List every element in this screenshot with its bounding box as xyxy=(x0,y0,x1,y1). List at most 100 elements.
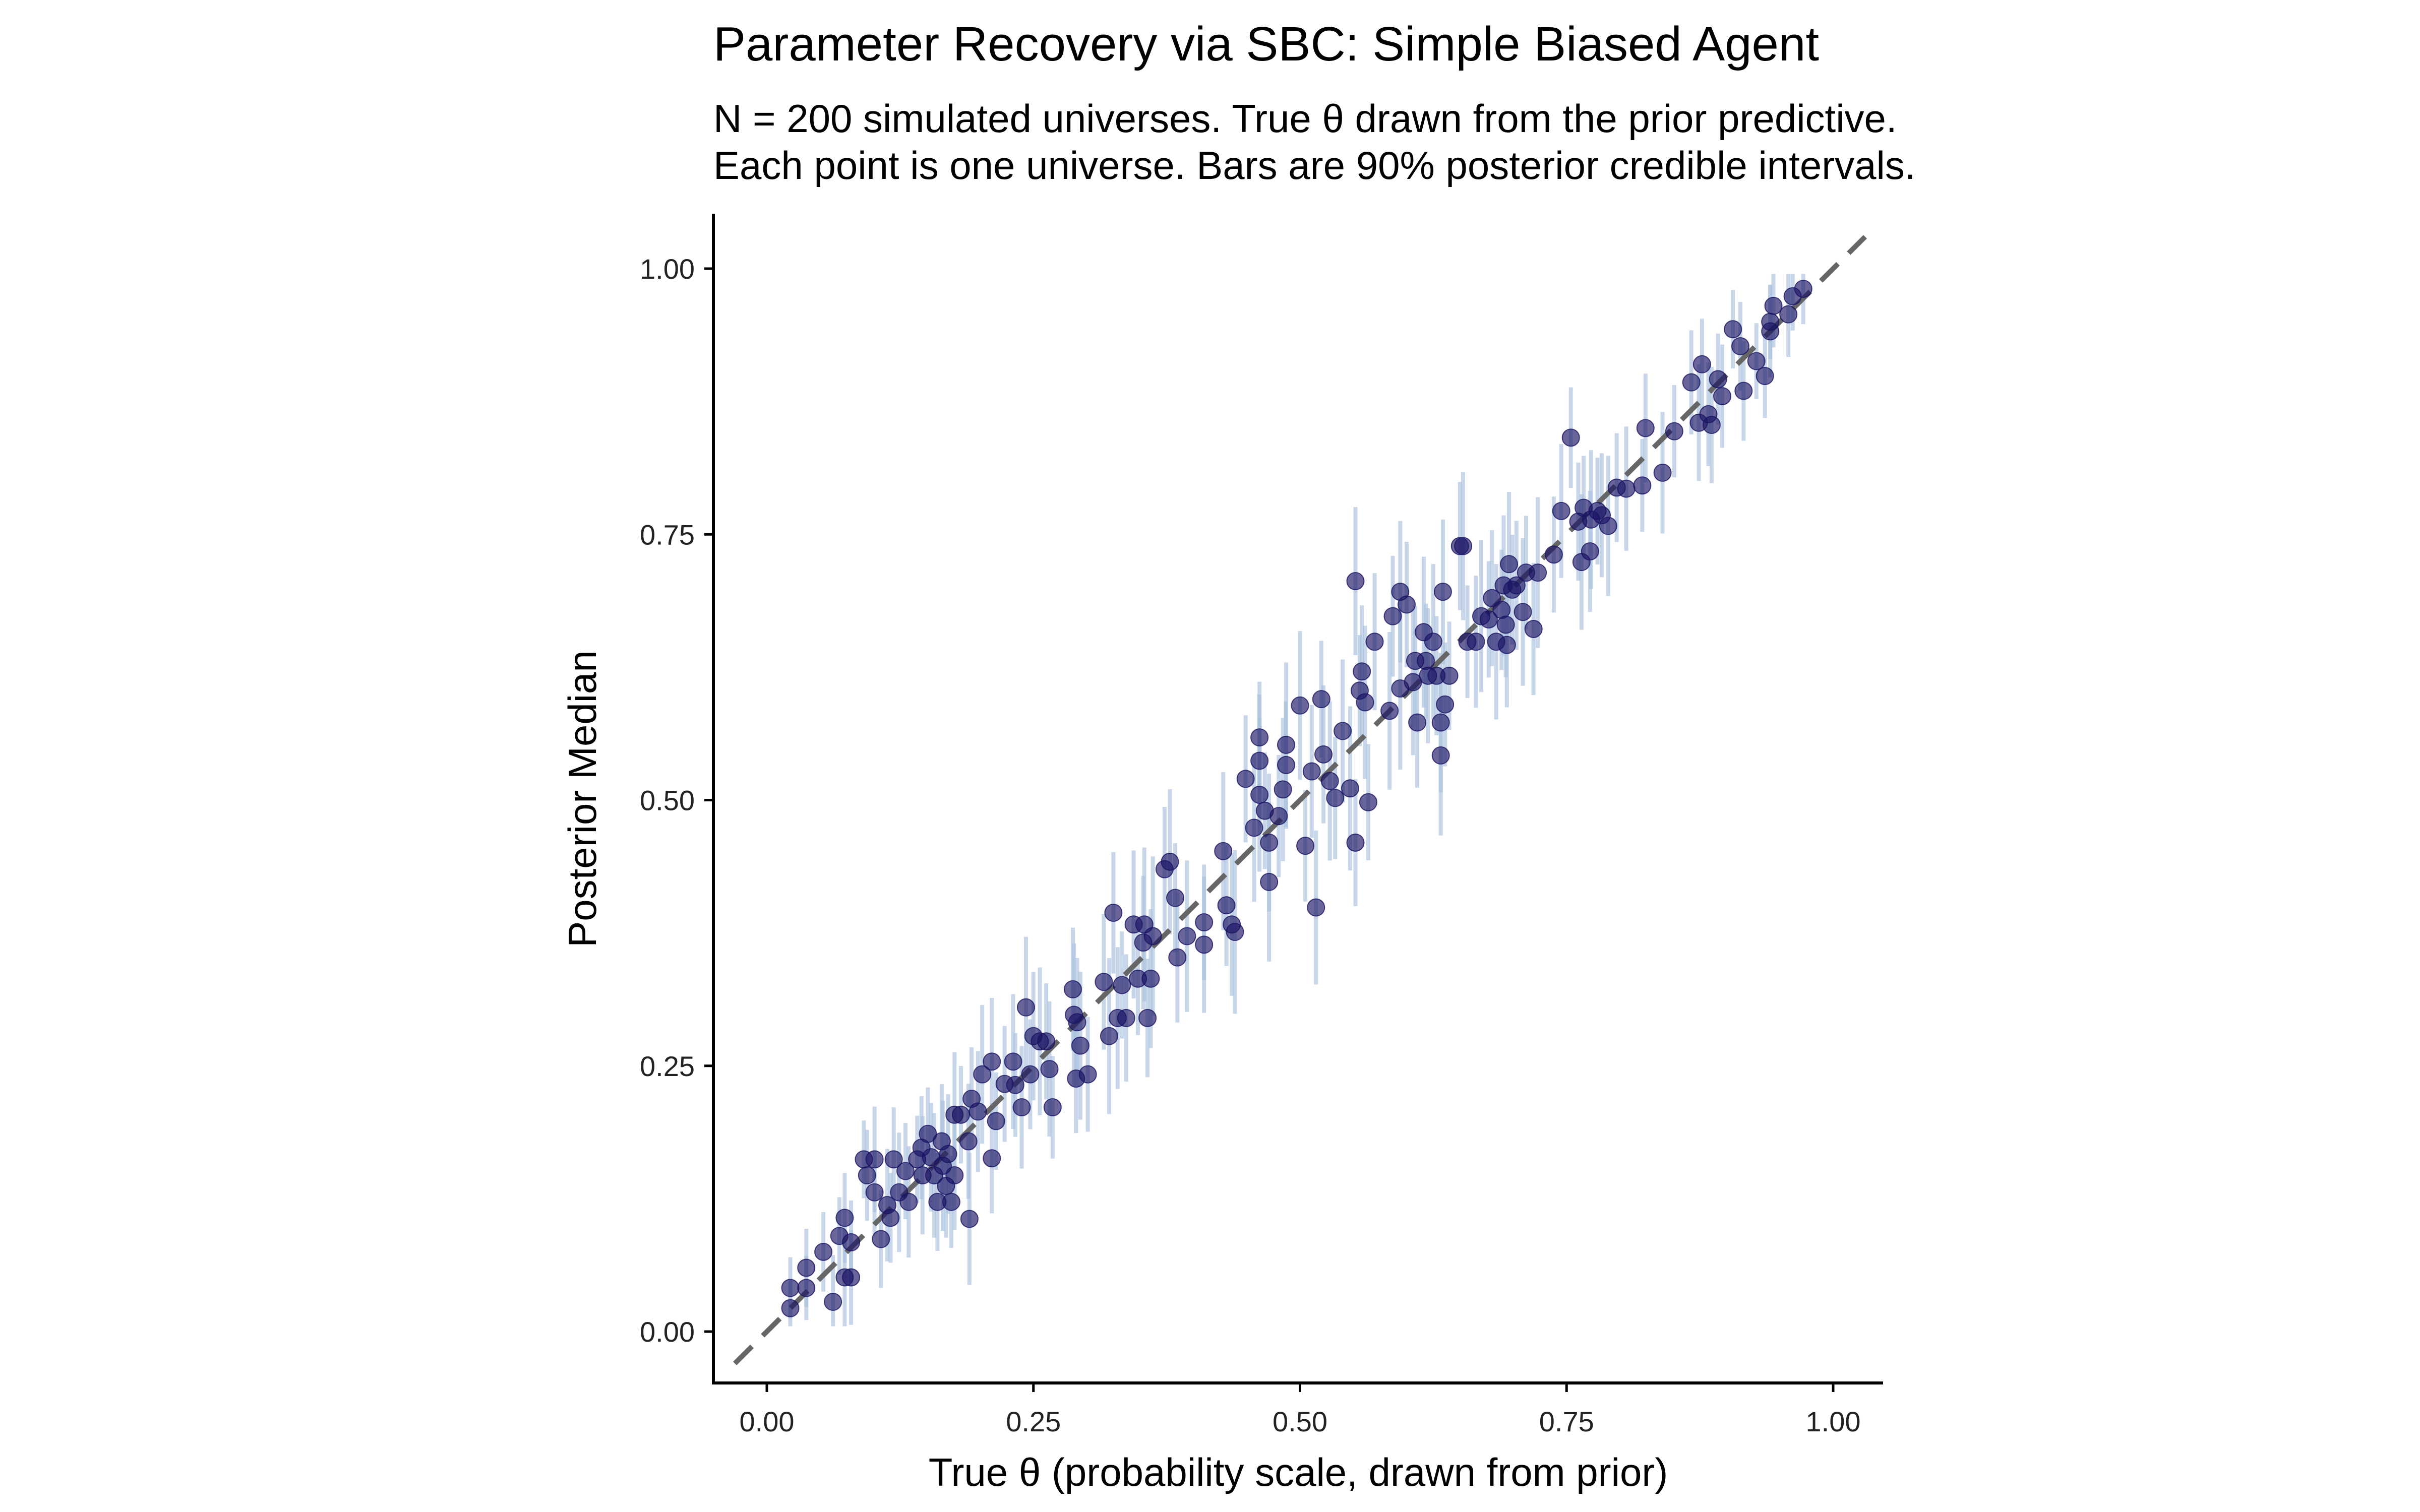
data-point xyxy=(1365,633,1384,651)
data-point xyxy=(1302,762,1321,781)
chart-subtitle-line-2: Each point is one universe. Bars are 90%… xyxy=(713,143,1916,187)
data-point xyxy=(1500,555,1519,574)
data-point xyxy=(1417,652,1435,670)
data-point xyxy=(1709,370,1727,389)
data-point xyxy=(899,1192,918,1211)
data-point xyxy=(1296,837,1315,855)
data-point xyxy=(1514,603,1532,621)
data-point xyxy=(865,1183,884,1202)
data-point xyxy=(1104,904,1123,922)
data-point xyxy=(1277,735,1296,754)
data-point xyxy=(987,1112,1005,1130)
data-point xyxy=(1113,976,1131,994)
data-point xyxy=(1779,305,1798,324)
data-point xyxy=(781,1299,800,1317)
data-point xyxy=(1617,479,1636,498)
data-point xyxy=(983,1052,1001,1071)
data-point xyxy=(1068,1013,1086,1032)
data-point xyxy=(1581,542,1599,560)
data-point xyxy=(1380,702,1399,720)
data-point xyxy=(1141,969,1160,988)
y-tick-label: 0.75 xyxy=(640,519,695,550)
data-point xyxy=(1724,320,1742,339)
data-point xyxy=(1250,728,1269,747)
data-point xyxy=(1334,722,1352,740)
y-tick-label: 0.00 xyxy=(640,1316,695,1348)
data-point xyxy=(1346,572,1365,591)
data-point xyxy=(1260,872,1279,891)
data-point xyxy=(1544,545,1563,564)
data-point xyxy=(1497,636,1516,654)
data-point xyxy=(1398,595,1416,614)
data-point xyxy=(1756,367,1774,386)
data-point xyxy=(973,1065,992,1084)
data-point xyxy=(842,1233,861,1251)
data-point xyxy=(797,1279,816,1297)
data-point xyxy=(1178,927,1196,946)
chart-title: Parameter Recovery via SBC: Simple Biase… xyxy=(713,17,1819,71)
data-point xyxy=(1702,416,1721,434)
data-point xyxy=(1665,422,1683,440)
data-point xyxy=(1436,695,1455,714)
data-point xyxy=(945,1166,964,1184)
y-axis-title: Posterior Median xyxy=(560,650,604,948)
data-point xyxy=(1431,713,1450,732)
data-point xyxy=(1747,352,1766,370)
data-point xyxy=(1433,583,1452,601)
chart-subtitle-line-1: N = 200 simulated universes. True θ draw… xyxy=(713,96,1897,141)
data-point xyxy=(1037,1032,1056,1051)
x-tick-label: 0.00 xyxy=(740,1406,795,1437)
data-point xyxy=(969,1102,987,1121)
data-point xyxy=(942,1192,960,1211)
data-point xyxy=(835,1209,854,1227)
data-point xyxy=(1095,973,1113,991)
data-point xyxy=(1479,610,1498,628)
data-point xyxy=(1100,1027,1118,1045)
data-point xyxy=(1599,517,1617,535)
data-point xyxy=(1006,1076,1024,1094)
data-point xyxy=(1117,1009,1135,1027)
data-point xyxy=(1291,696,1309,715)
data-point xyxy=(1454,537,1473,555)
data-point xyxy=(814,1242,833,1261)
data-point xyxy=(1226,923,1244,941)
data-point xyxy=(1168,948,1187,967)
data-point xyxy=(1524,619,1543,638)
data-point xyxy=(1467,633,1485,651)
data-point xyxy=(959,1132,978,1151)
data-point xyxy=(1071,1036,1090,1055)
data-point xyxy=(1764,296,1783,315)
data-point xyxy=(1346,833,1365,852)
data-point xyxy=(1356,693,1374,712)
data-point xyxy=(1692,355,1711,373)
data-point xyxy=(1195,913,1214,932)
data-point xyxy=(1320,772,1339,790)
x-axis-ticks: 0.00 0.25 0.50 0.75 1.00 xyxy=(740,1383,1861,1437)
data-point xyxy=(1277,755,1296,774)
data-point xyxy=(1440,666,1459,685)
data-point xyxy=(1250,751,1269,770)
data-point xyxy=(824,1292,842,1311)
data-point xyxy=(1507,576,1526,595)
data-point xyxy=(1161,852,1179,871)
data-point xyxy=(1431,746,1450,765)
data-point xyxy=(1713,387,1732,406)
data-point xyxy=(865,1150,884,1169)
x-tick-label: 0.50 xyxy=(1273,1406,1327,1437)
data-point xyxy=(1529,563,1547,582)
y-tick-label: 0.50 xyxy=(640,785,695,816)
data-point xyxy=(1636,419,1655,437)
data-point xyxy=(983,1149,1001,1168)
data-point xyxy=(1250,785,1269,804)
data-point xyxy=(1483,589,1501,607)
data-point xyxy=(1040,1060,1059,1079)
y-axis-ticks: 0.00 0.25 0.50 0.75 1.00 xyxy=(640,253,713,1348)
data-point xyxy=(1214,842,1233,860)
data-point xyxy=(951,1105,970,1124)
data-point xyxy=(1383,607,1402,625)
data-point xyxy=(1653,463,1672,482)
data-point xyxy=(1552,501,1570,520)
data-point xyxy=(1734,382,1753,400)
y-tick-label: 1.00 xyxy=(640,253,695,285)
data-point xyxy=(1138,1009,1157,1027)
